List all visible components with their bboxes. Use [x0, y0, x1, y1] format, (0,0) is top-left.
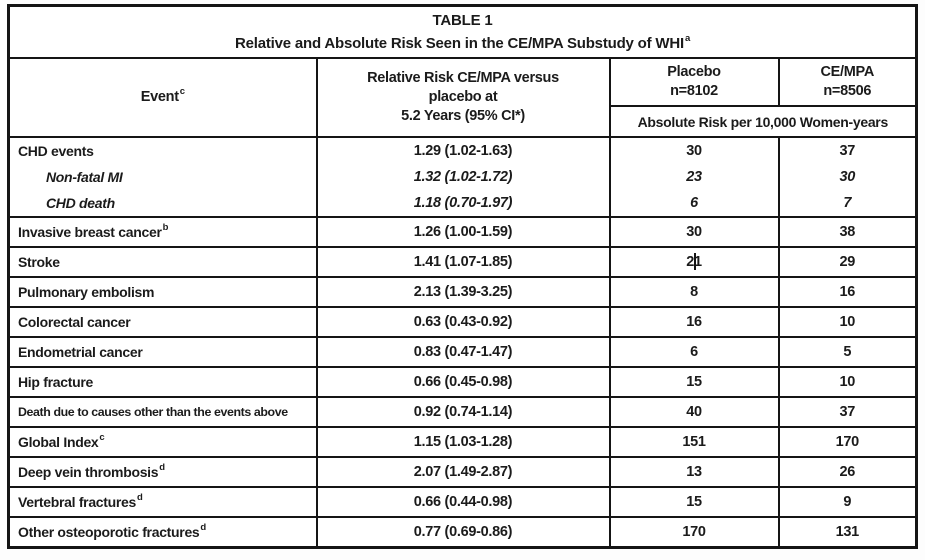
- table-row: Hip fracture 0.66 (0.45-0.98) 15 10: [7, 366, 918, 398]
- cell-placebo: 6: [608, 336, 780, 368]
- risk-table: TABLE 1 Relative and Absolute Risk Seen …: [7, 4, 919, 549]
- cell-event: Other osteoporotic fracturesd: [7, 516, 318, 549]
- table-row: Vertebral fracturesd 0.66 (0.44-0.98) 15…: [7, 486, 918, 518]
- cell-event: CHD events: [7, 136, 318, 164]
- cell-event: CHD death: [7, 190, 318, 218]
- cell-relative-risk: 1.18 (0.70-1.97): [315, 190, 611, 218]
- cell-event: Vertebral fracturesd: [7, 486, 318, 518]
- cell-event: Endometrial cancer: [7, 336, 318, 368]
- cell-ce-mpa: 26: [777, 456, 918, 488]
- cell-placebo: 15: [608, 486, 780, 518]
- cell-placebo: 15: [608, 366, 780, 398]
- header-event: Eventc: [7, 57, 318, 138]
- cell-event: Hip fracture: [7, 366, 318, 398]
- cell-relative-risk: 0.83 (0.47-1.47): [315, 336, 611, 368]
- table-row: Stroke 1.41 (1.07-1.85) 21 29: [7, 246, 918, 278]
- cell-event: Stroke: [7, 246, 318, 278]
- cell-ce-mpa: 16: [777, 276, 918, 308]
- header-absolute-risk: Absolute Risk per 10,000 Women-years: [608, 105, 918, 138]
- cell-relative-risk: 0.77 (0.69-0.86): [315, 516, 611, 549]
- table-row: Other osteoporotic fracturesd 0.77 (0.69…: [7, 516, 918, 549]
- footnote-marker-b: b: [162, 222, 169, 234]
- cell-ce-mpa: 29: [777, 246, 918, 278]
- cell-event: Non-fatal MI: [7, 164, 318, 190]
- table-title: Relative and Absolute Risk Seen in the C…: [234, 33, 691, 52]
- cell-event: Colorectal cancer: [7, 306, 318, 338]
- table-number: TABLE 1: [432, 12, 493, 29]
- table-row: Death due to causes other than the event…: [7, 396, 918, 428]
- cell-placebo: 13: [608, 456, 780, 488]
- cell-ce-mpa: 30: [777, 164, 918, 190]
- cell-ce-mpa: 10: [777, 366, 918, 398]
- cell-relative-risk: 0.66 (0.45-0.98): [315, 366, 611, 398]
- header-placebo: Placebo n=8102: [608, 57, 780, 107]
- table-row: Invasive breast cancerb 1.26 (1.00-1.59)…: [7, 216, 918, 248]
- cell-ce-mpa: 10: [777, 306, 918, 338]
- cell-ce-mpa: 37: [777, 136, 918, 164]
- cell-relative-risk: 0.63 (0.43-0.92): [315, 306, 611, 338]
- cell-relative-risk: 1.15 (1.03-1.28): [315, 426, 611, 458]
- cell-ce-mpa: 7: [777, 190, 918, 218]
- table-subrow: CHD death 1.18 (0.70-1.97) 6 7: [7, 190, 918, 218]
- cell-ce-mpa: 131: [777, 516, 918, 549]
- footnote-marker-d: d: [159, 462, 165, 474]
- footnote-marker-d: d: [137, 492, 143, 504]
- cell-relative-risk: 0.92 (0.74-1.14): [315, 396, 611, 428]
- table-subrow: Non-fatal MI 1.32 (1.02-1.72) 23 30: [7, 164, 918, 190]
- text-caret-artifact: [694, 253, 696, 270]
- cell-ce-mpa: 5: [777, 336, 918, 368]
- cell-placebo: 151: [608, 426, 780, 458]
- cell-placebo: 8: [608, 276, 780, 308]
- header-row-absolute-risk: Absolute Risk per 10,000 Women-years: [9, 105, 918, 138]
- cell-placebo: 6: [608, 190, 780, 218]
- footnote-marker-d: d: [200, 522, 206, 534]
- cell-relative-risk: 0.66 (0.44-0.98): [315, 486, 611, 518]
- cell-placebo: 23: [608, 164, 780, 190]
- table-row: Endometrial cancer 0.83 (0.47-1.47) 6 5: [7, 336, 918, 368]
- header-ce-mpa: CE/MPA n=8506: [777, 57, 918, 107]
- cell-event: Deep vein thrombosisd: [7, 456, 318, 488]
- cell-ce-mpa: 9: [777, 486, 918, 518]
- footnote-marker-c: c: [99, 432, 105, 444]
- cell-placebo: 40: [608, 396, 780, 428]
- cell-placebo: 21: [608, 246, 780, 278]
- cell-relative-risk: 1.26 (1.00-1.59): [315, 216, 611, 248]
- cell-relative-risk: 2.07 (1.49-2.87): [315, 456, 611, 488]
- table-row: Global Indexc 1.15 (1.03-1.28) 151 170: [7, 426, 918, 458]
- cell-relative-risk: 1.29 (1.02-1.63): [315, 136, 611, 164]
- table-row: Deep vein thrombosisd 2.07 (1.49-2.87) 1…: [7, 456, 918, 488]
- cell-placebo: 30: [608, 136, 780, 164]
- cell-event: Global Indexc: [7, 426, 318, 458]
- cell-placebo: 170: [608, 516, 780, 549]
- header-row-top: Eventc Relative Risk CE/MPA versus place…: [7, 57, 918, 138]
- cell-event: Invasive breast cancerb: [7, 216, 318, 248]
- cell-relative-risk: 1.32 (1.02-1.72): [315, 164, 611, 190]
- cell-ce-mpa: 38: [777, 216, 918, 248]
- cell-placebo: 16: [608, 306, 780, 338]
- table-row: CHD events 1.29 (1.02-1.63) 30 37: [7, 136, 918, 164]
- cell-event: Pulmonary embolism: [7, 276, 318, 308]
- table-title-row: TABLE 1 Relative and Absolute Risk Seen …: [7, 4, 918, 59]
- table-title-cell: TABLE 1 Relative and Absolute Risk Seen …: [7, 4, 918, 59]
- footnote-marker-a: a: [684, 33, 691, 44]
- cell-event: Death due to causes other than the event…: [7, 396, 318, 428]
- table-row: Pulmonary embolism 2.13 (1.39-3.25) 8 16: [7, 276, 918, 308]
- cell-ce-mpa: 37: [777, 396, 918, 428]
- footnote-marker-c: c: [179, 86, 185, 98]
- cell-relative-risk: 2.13 (1.39-3.25): [315, 276, 611, 308]
- cell-placebo: 30: [608, 216, 780, 248]
- table-row: Colorectal cancer 0.63 (0.43-0.92) 16 10: [7, 306, 918, 338]
- header-relative-risk: Relative Risk CE/MPA versus placebo at 5…: [315, 57, 611, 138]
- cell-relative-risk: 1.41 (1.07-1.85): [315, 246, 611, 278]
- cell-ce-mpa: 170: [777, 426, 918, 458]
